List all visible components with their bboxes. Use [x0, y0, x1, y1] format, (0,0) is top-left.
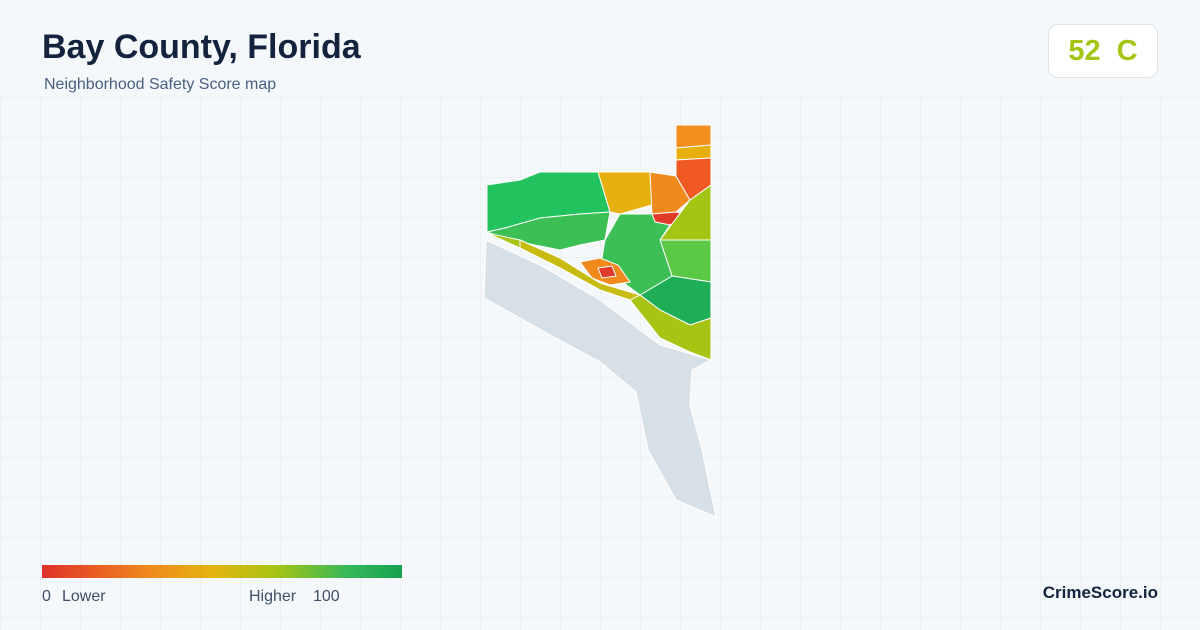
county-regions — [483, 124, 717, 518]
water — [483, 239, 717, 518]
region — [649, 171, 691, 215]
subtitle: Neighborhood Safety Score map — [44, 76, 277, 93]
legend-min-label: Lower — [62, 588, 106, 605]
region — [597, 171, 653, 215]
score-badge: 52 C — [1048, 24, 1158, 78]
region — [675, 144, 712, 161]
score-value: 52 — [1068, 34, 1101, 67]
title: Bay County, Florida — [42, 28, 361, 66]
brand: CrimeScore.io — [1042, 583, 1158, 602]
legend-min: 0 — [42, 588, 51, 605]
legend-max-label: Higher — [249, 588, 297, 605]
legend-gradient — [42, 565, 402, 578]
region — [675, 124, 712, 149]
legend-max: 100 — [313, 588, 340, 605]
region — [597, 265, 617, 279]
score-grade: C — [1116, 34, 1138, 67]
region — [519, 239, 642, 301]
